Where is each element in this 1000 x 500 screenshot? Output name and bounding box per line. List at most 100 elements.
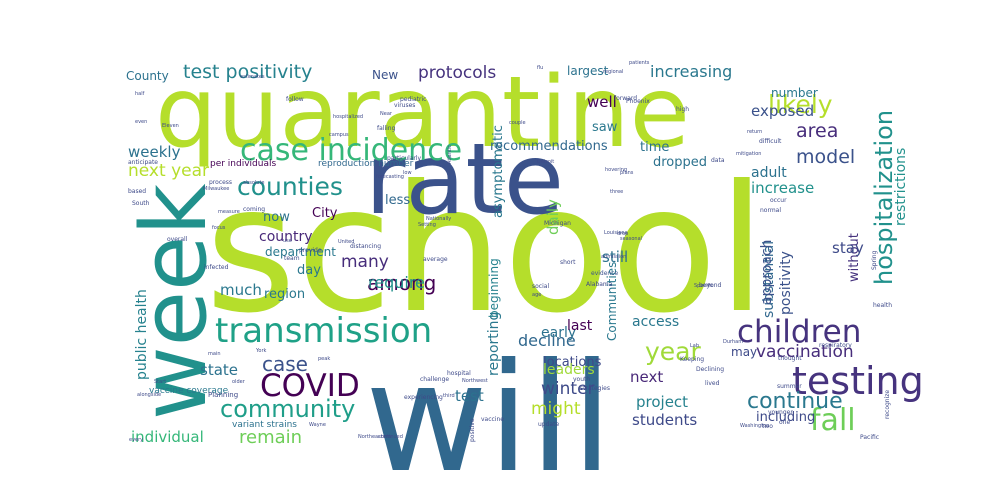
word-reporting: reporting — [486, 312, 502, 376]
word-provide: provide — [299, 247, 322, 254]
word-recommendations: recommendations — [490, 139, 608, 154]
word-health: health — [873, 302, 892, 309]
word-falling: falling — [377, 125, 396, 132]
word-alabama: Alabama — [586, 281, 613, 288]
word-lived: lived — [705, 380, 720, 387]
word-difficult: difficult — [759, 138, 782, 145]
word-occur: occur — [770, 197, 787, 204]
word-social: social — [532, 283, 549, 290]
word-case: case — [262, 352, 308, 376]
word-without: without — [847, 233, 862, 282]
word-strategies: strategies — [580, 385, 610, 392]
word-coming: coming — [243, 206, 265, 213]
word-forecasting: forecasting — [376, 174, 404, 180]
word-vaccine: vaccine — [481, 416, 504, 423]
word-short: short — [560, 259, 576, 266]
word-lab: Lab — [690, 343, 699, 349]
word-dropped: dropped — [653, 155, 707, 170]
word-state: state — [200, 361, 238, 379]
word-exposed: exposed — [751, 102, 814, 120]
word-overall: overall — [167, 236, 188, 243]
word-case-incidence: case incidence — [240, 133, 462, 168]
word-saw: saw — [592, 120, 618, 135]
word-pediatric: pediatric — [400, 96, 426, 103]
word-early: early — [541, 325, 576, 341]
word-milwaukee: Milwaukee — [203, 186, 229, 192]
word-couple: couple — [509, 120, 526, 126]
word-department: department — [265, 245, 336, 259]
word-louisiana: Louisiana — [604, 230, 628, 236]
word-admission: admission — [601, 254, 626, 260]
word-third: third — [443, 393, 455, 399]
word-individual: individual — [131, 428, 204, 446]
word-high: high — [676, 106, 689, 113]
word-data: data — [711, 157, 725, 164]
word-regional: regional — [603, 69, 623, 75]
word-counties: counties — [237, 172, 343, 201]
word-peak: peak — [318, 356, 330, 362]
word-older: older — [232, 379, 246, 385]
word-public-health: public health — [134, 289, 150, 380]
word-test: test — [455, 387, 484, 405]
word-specific: Specific — [694, 283, 714, 289]
word-hovering: hovering — [605, 167, 627, 173]
word-every: every — [129, 437, 143, 443]
word-number: number — [771, 86, 818, 100]
word-positivity: positivity — [778, 251, 794, 315]
word-mitigation: mitigation — [736, 151, 761, 157]
word-keeping: Keeping — [680, 356, 704, 363]
word-one: one — [779, 419, 790, 426]
word-decline: decline — [518, 331, 576, 350]
word-continued: continued — [378, 434, 403, 440]
word-anticipate: anticipate — [128, 159, 158, 166]
word-still: still — [602, 248, 628, 266]
word-county: County — [126, 69, 169, 83]
word-hospitalization: hospitalization — [870, 110, 898, 285]
word-low: low — [403, 170, 412, 176]
word-week: week — [122, 184, 227, 420]
word-day: day — [297, 263, 321, 278]
word-michigan: Michigan — [544, 220, 571, 227]
word-project: project — [636, 393, 688, 411]
word-team: team — [284, 255, 300, 262]
word-measure: measure — [218, 209, 240, 215]
word-stay: stay — [832, 239, 864, 257]
word-atlantic: Atlantic — [447, 145, 453, 164]
word-alongside: alongside — [137, 392, 161, 398]
word-adult: adult — [751, 165, 787, 181]
word-increasing: increasing — [650, 62, 732, 81]
word-school: school — [205, 149, 766, 352]
word-require: require — [368, 273, 425, 292]
word-plans: plans — [620, 170, 634, 176]
word-beginning: beginning — [487, 258, 501, 318]
word-forward: forward — [614, 95, 637, 102]
word-may: may — [731, 345, 757, 359]
word-northeastern: Northeastern — [358, 434, 391, 440]
word-winter: winter — [541, 379, 595, 399]
word-declining: Declining — [696, 366, 724, 373]
word-summer: summer — [777, 383, 802, 390]
word-beyond: beyond — [699, 282, 722, 289]
word-leaders: leaders — [543, 362, 595, 378]
word-start: Start — [154, 379, 166, 385]
word-testing: testing — [792, 359, 924, 403]
word-recognize: recognize — [884, 390, 891, 419]
word-communities: Communities — [605, 262, 619, 341]
word-half: half — [135, 91, 145, 97]
word-northwest: Northwest — [462, 378, 488, 384]
word-daily: daily — [544, 199, 562, 235]
word-normal: normal — [760, 207, 781, 214]
word-hospital: hospital — [447, 370, 471, 377]
word-phoenix: Phoenix — [626, 98, 650, 105]
word-children: children — [737, 314, 861, 350]
word-students: students — [632, 411, 697, 429]
word-increase: increase — [751, 179, 814, 197]
word-younger: younger — [768, 409, 793, 416]
word-three: three — [610, 189, 623, 195]
word-focus: focus — [212, 225, 226, 231]
word-respiratory: respiratory — [819, 342, 852, 349]
word-transmission: transmission — [215, 311, 432, 351]
